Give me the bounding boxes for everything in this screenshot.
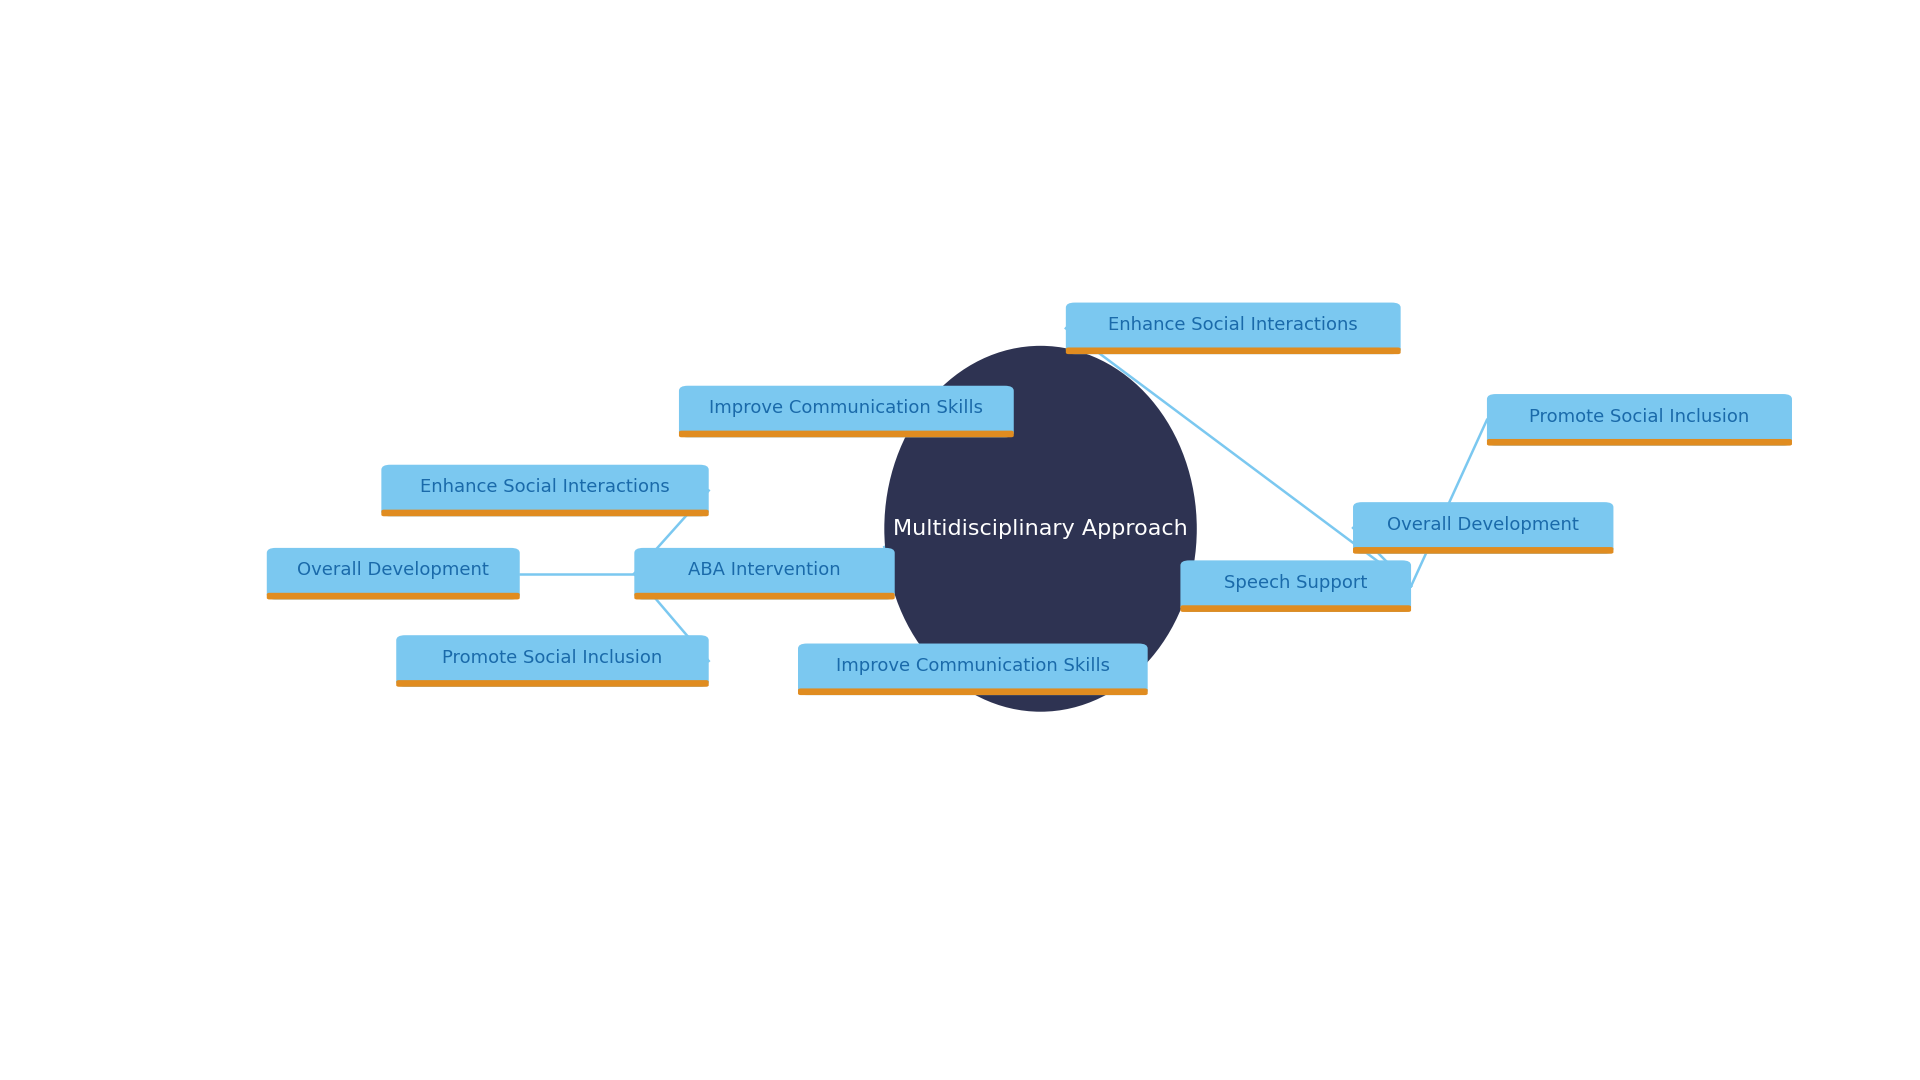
Text: Enhance Social Interactions: Enhance Social Interactions	[420, 478, 670, 496]
FancyBboxPatch shape	[267, 548, 520, 599]
FancyBboxPatch shape	[1486, 394, 1791, 446]
Text: Improve Communication Skills: Improve Communication Skills	[708, 400, 983, 417]
FancyBboxPatch shape	[1354, 548, 1613, 554]
FancyBboxPatch shape	[1066, 302, 1402, 354]
FancyBboxPatch shape	[267, 593, 520, 599]
Text: Overall Development: Overall Development	[1388, 515, 1578, 534]
FancyBboxPatch shape	[382, 464, 708, 516]
Text: Multidisciplinary Approach: Multidisciplinary Approach	[893, 518, 1188, 539]
Ellipse shape	[885, 346, 1196, 712]
Text: ABA Intervention: ABA Intervention	[687, 562, 841, 579]
Text: Improve Communication Skills: Improve Communication Skills	[835, 657, 1110, 675]
Text: Overall Development: Overall Development	[298, 562, 490, 579]
FancyBboxPatch shape	[1181, 561, 1411, 612]
FancyBboxPatch shape	[396, 635, 708, 687]
Text: Promote Social Inclusion: Promote Social Inclusion	[1530, 407, 1749, 426]
FancyBboxPatch shape	[799, 644, 1148, 696]
FancyBboxPatch shape	[1066, 348, 1402, 354]
FancyBboxPatch shape	[1486, 438, 1791, 446]
Text: Speech Support: Speech Support	[1225, 573, 1367, 592]
Text: Enhance Social Interactions: Enhance Social Interactions	[1108, 316, 1357, 334]
FancyBboxPatch shape	[680, 431, 1014, 437]
FancyBboxPatch shape	[396, 680, 708, 687]
FancyBboxPatch shape	[680, 386, 1014, 437]
FancyBboxPatch shape	[634, 548, 895, 599]
Text: Promote Social Inclusion: Promote Social Inclusion	[442, 649, 662, 666]
FancyBboxPatch shape	[799, 688, 1148, 696]
FancyBboxPatch shape	[634, 593, 895, 599]
FancyBboxPatch shape	[1181, 605, 1411, 612]
FancyBboxPatch shape	[382, 510, 708, 516]
FancyBboxPatch shape	[1354, 502, 1613, 554]
